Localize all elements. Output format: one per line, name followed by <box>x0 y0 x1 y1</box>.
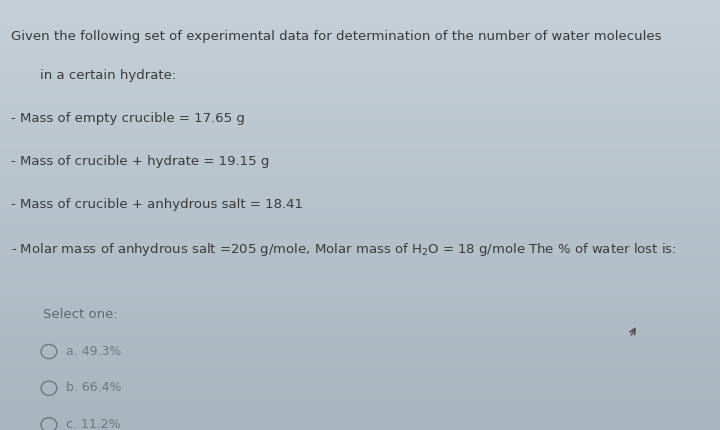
Text: - Mass of crucible + hydrate = 19.15 g: - Mass of crucible + hydrate = 19.15 g <box>11 155 269 168</box>
Text: - Mass of crucible + anhydrous salt = 18.41: - Mass of crucible + anhydrous salt = 18… <box>11 198 303 211</box>
Text: - Mass of empty crucible = 17.65 g: - Mass of empty crucible = 17.65 g <box>11 112 245 125</box>
Text: Given the following set of experimental data for determination of the number of : Given the following set of experimental … <box>11 30 661 43</box>
Text: - Molar mass of anhydrous salt =205 g/mole, Molar mass of H$_2$O = 18 g/mole The: - Molar mass of anhydrous salt =205 g/mo… <box>11 241 676 258</box>
Text: b. 66.4%: b. 66.4% <box>66 381 122 393</box>
Text: Select one:: Select one: <box>43 307 118 320</box>
Text: a. 49.3%: a. 49.3% <box>66 344 122 357</box>
Text: c. 11.2%: c. 11.2% <box>66 417 121 430</box>
Text: in a certain hydrate:: in a certain hydrate: <box>40 69 176 82</box>
